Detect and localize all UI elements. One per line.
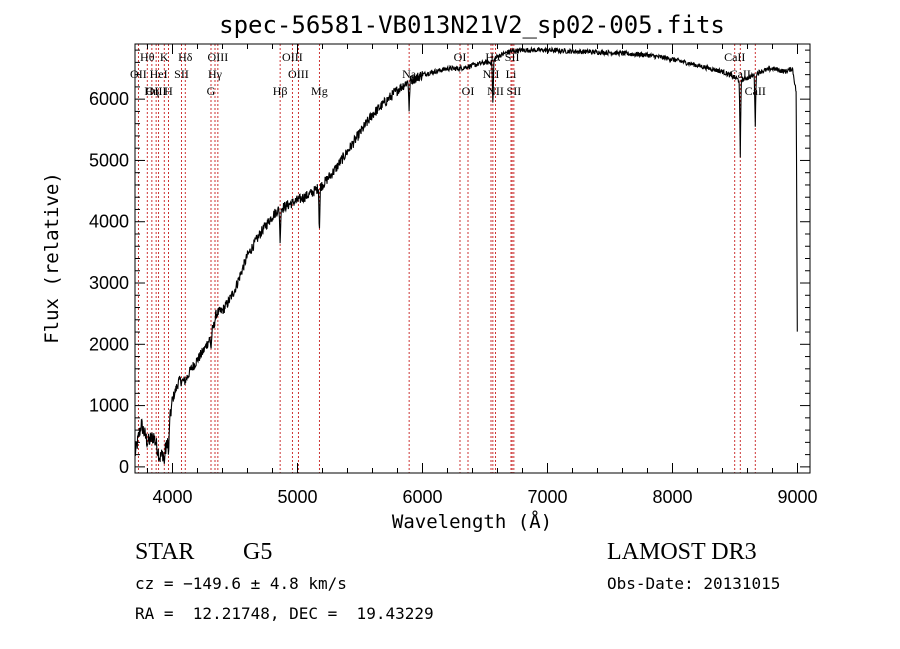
spectral-line-label: Hγ (208, 67, 223, 81)
spectral-line-label: Hδ (178, 50, 193, 64)
chart-title: spec-56581-VB013N21V2_sp02-005.fits (219, 11, 725, 39)
spectral-line-markers (137, 44, 756, 473)
survey-name: LAMOST DR3 (607, 539, 757, 565)
spectral-line-label: Hη (144, 84, 159, 98)
spectral-line-label: Na (402, 67, 417, 81)
y-tick-label: 1000 (89, 396, 129, 416)
y-tick-label: 4000 (89, 212, 129, 232)
spectral-line-label: OIII (282, 50, 303, 64)
spectral-line-label: SII (505, 50, 520, 64)
spectral-line-label: Hθ (140, 50, 155, 64)
spectral-line-label: OIII (146, 84, 167, 98)
y-tick-label: 2000 (89, 334, 129, 354)
x-axis-label: Wavelength (Å) (392, 510, 552, 533)
y-axis-label: Flux (relative) (41, 172, 63, 344)
spectral-line-label: Li (506, 67, 517, 81)
y-tick-label: 3000 (89, 273, 129, 293)
spectral-line-label: CaII (724, 50, 745, 64)
plot-frame (134, 43, 811, 474)
spectral-line-label: H (164, 84, 173, 98)
axis-ticks: 4000 5000 6000 7000 8000 9000 0 1000 2000 3000 400… (89, 44, 818, 507)
x-tick-label: 9000 (777, 487, 817, 507)
x-tick-label: 6000 (402, 487, 442, 507)
spectral-subclass: G5 (243, 539, 273, 565)
coordinates: RA = 12.21748, DEC = 19.43229 (135, 604, 434, 623)
y-tick-label: 0 (119, 457, 129, 477)
y-tick-label: 5000 (89, 150, 129, 170)
observation-date: Obs-Date: 20131015 (607, 574, 781, 593)
spectral-line-label: Mg (311, 84, 328, 98)
y-tick-label: 6000 (89, 89, 129, 109)
spectral-line-label: OIII (208, 50, 229, 64)
spectral-line-label: Hβ (273, 84, 288, 98)
spectral-line-label: SII (507, 84, 522, 98)
x-tick-label: 8000 (652, 487, 692, 507)
spectral-line-label: G (207, 84, 216, 98)
spectral-line-label: K (160, 50, 169, 64)
spectral-line-label: NII (483, 67, 500, 81)
spectral-line-label: OI (462, 84, 475, 98)
spectral-line-label: HeI (150, 67, 168, 81)
spectrum-line (134, 45, 798, 464)
x-tick-label: 5000 (277, 487, 317, 507)
spectral-line-label: OIII (288, 67, 309, 81)
spectral-line-label: CaII (745, 84, 766, 98)
x-tick-label: 4000 (152, 487, 192, 507)
x-tick-label: 7000 (527, 487, 567, 507)
spectral-line-label: Hα (485, 50, 501, 64)
spectral-line-label: CaII (730, 67, 751, 81)
spectral-line-label: OII (130, 67, 147, 81)
spectral-line-label: OI (454, 50, 467, 64)
redshift-velocity: cz = −149.6 ± 4.8 km/s (135, 574, 347, 593)
spectral-line-label: NII (487, 84, 504, 98)
spectral-line-label: SII (174, 67, 189, 81)
spectral-line-labels: Hθ K Hδ OIII OIII OI Hα SII CaII OII HeI SII Hγ OIII N… (130, 50, 766, 98)
object-type: STAR (135, 539, 195, 565)
